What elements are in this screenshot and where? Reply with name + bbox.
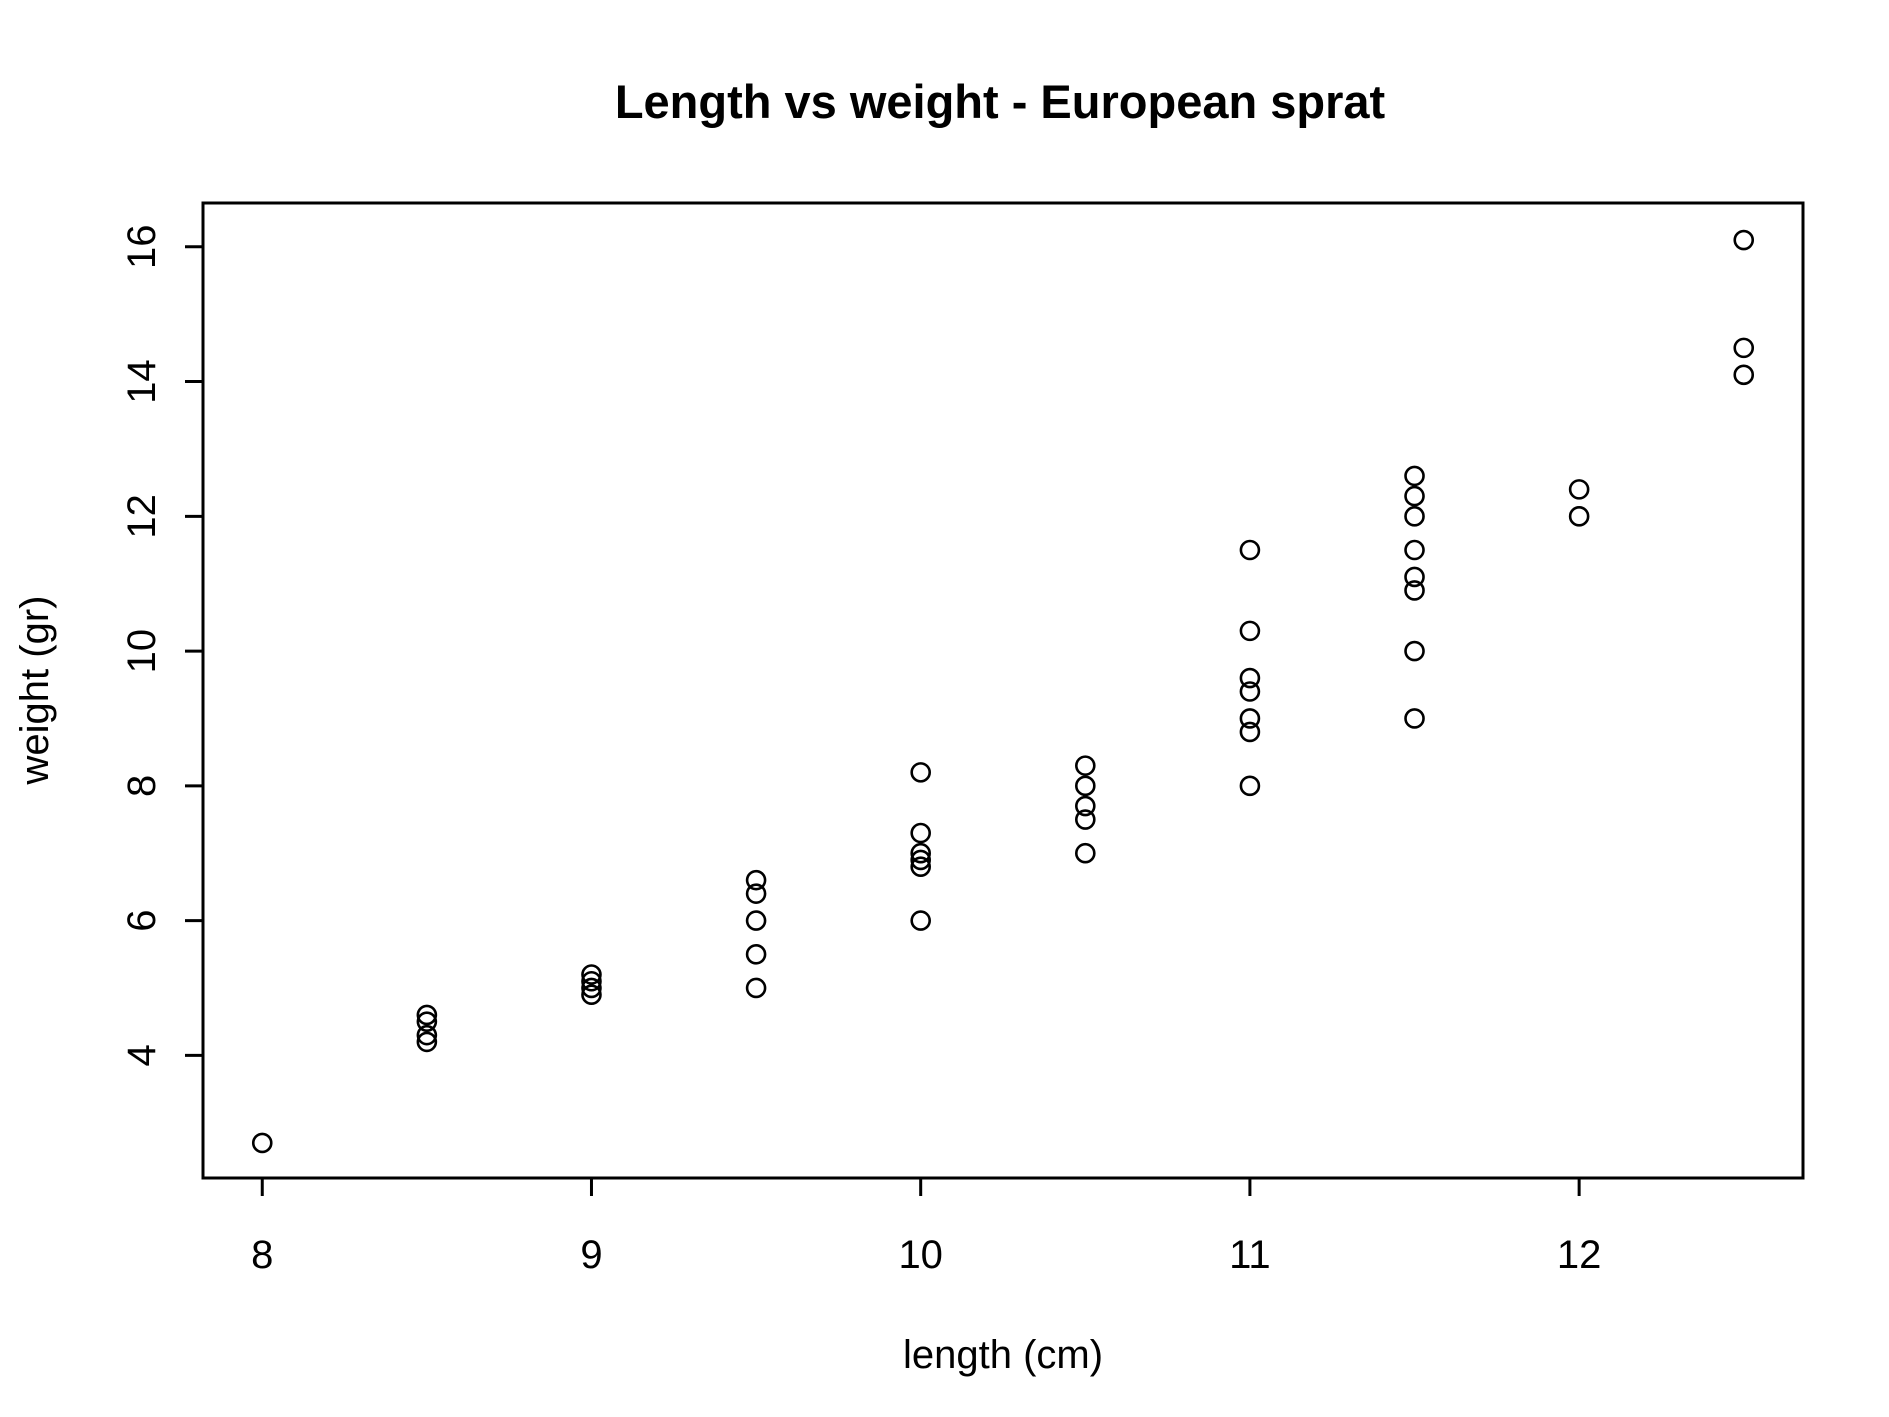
x-tick-label: 8	[251, 1233, 273, 1277]
data-point	[1733, 229, 1755, 251]
y-tick-label: 8	[120, 775, 164, 797]
data-point	[745, 910, 767, 931]
data-point	[416, 1031, 438, 1053]
x-tick-label: 9	[580, 1233, 602, 1277]
data-point	[1239, 667, 1261, 689]
x-tick-label: 11	[1229, 1233, 1271, 1277]
data-point	[1075, 842, 1096, 864]
data-point	[581, 970, 602, 992]
data-point	[1239, 708, 1261, 729]
y-tick-label: 14	[120, 359, 164, 404]
y-tick-label: 6	[120, 909, 164, 931]
data-point	[745, 977, 767, 999]
data-point	[745, 943, 767, 965]
data-point	[910, 910, 931, 931]
data-point	[416, 1004, 438, 1026]
y-tick-label: 4	[120, 1044, 164, 1066]
data-point	[581, 977, 602, 999]
data-point	[745, 869, 767, 891]
data-point	[1075, 809, 1096, 830]
data-point	[910, 822, 931, 844]
y-tick-label: 16	[120, 225, 164, 270]
data-point	[1568, 506, 1590, 527]
data-point	[1404, 580, 1425, 601]
x-axis-label: length (cm)	[903, 1333, 1103, 1377]
data-point	[1404, 708, 1425, 729]
x-tick-label: 10	[898, 1233, 943, 1277]
data-point	[416, 1024, 438, 1046]
data-point	[251, 1132, 273, 1154]
data-point	[910, 849, 931, 871]
data-point	[910, 856, 931, 878]
data-point	[1404, 640, 1425, 662]
y-axis: 4 6 8 10 12 14 16	[120, 225, 205, 1066]
y-tick-label: 12	[120, 494, 164, 539]
data-point	[1239, 775, 1261, 797]
plot-frame	[201, 201, 1805, 1180]
data-point	[745, 883, 767, 904]
chart-title: Length vs weight - European sprat	[615, 75, 1386, 128]
y-tick-label: 10	[120, 629, 164, 674]
data-point	[581, 984, 602, 1006]
data-point	[581, 964, 602, 985]
data-point	[1075, 775, 1096, 797]
data-point	[1733, 364, 1755, 386]
data-point	[1075, 755, 1096, 776]
data-point	[1239, 681, 1261, 702]
data-point	[1239, 620, 1261, 642]
data-points	[251, 229, 1755, 1154]
data-point	[1239, 539, 1261, 561]
data-point	[1404, 566, 1425, 588]
data-point	[1239, 721, 1261, 743]
data-point	[1404, 465, 1425, 487]
data-point	[1568, 479, 1590, 500]
data-point	[1733, 337, 1755, 359]
data-point	[1404, 539, 1425, 561]
x-tick-label: 12	[1557, 1233, 1602, 1277]
x-axis: 8 9 10 11 12	[251, 1176, 1602, 1277]
data-point	[1075, 795, 1096, 817]
data-point	[1404, 485, 1425, 507]
data-point	[1404, 506, 1425, 527]
y-axis-label: weight (gr)	[13, 596, 57, 786]
data-point	[910, 762, 931, 783]
data-point	[910, 842, 931, 864]
data-point	[416, 1011, 438, 1032]
